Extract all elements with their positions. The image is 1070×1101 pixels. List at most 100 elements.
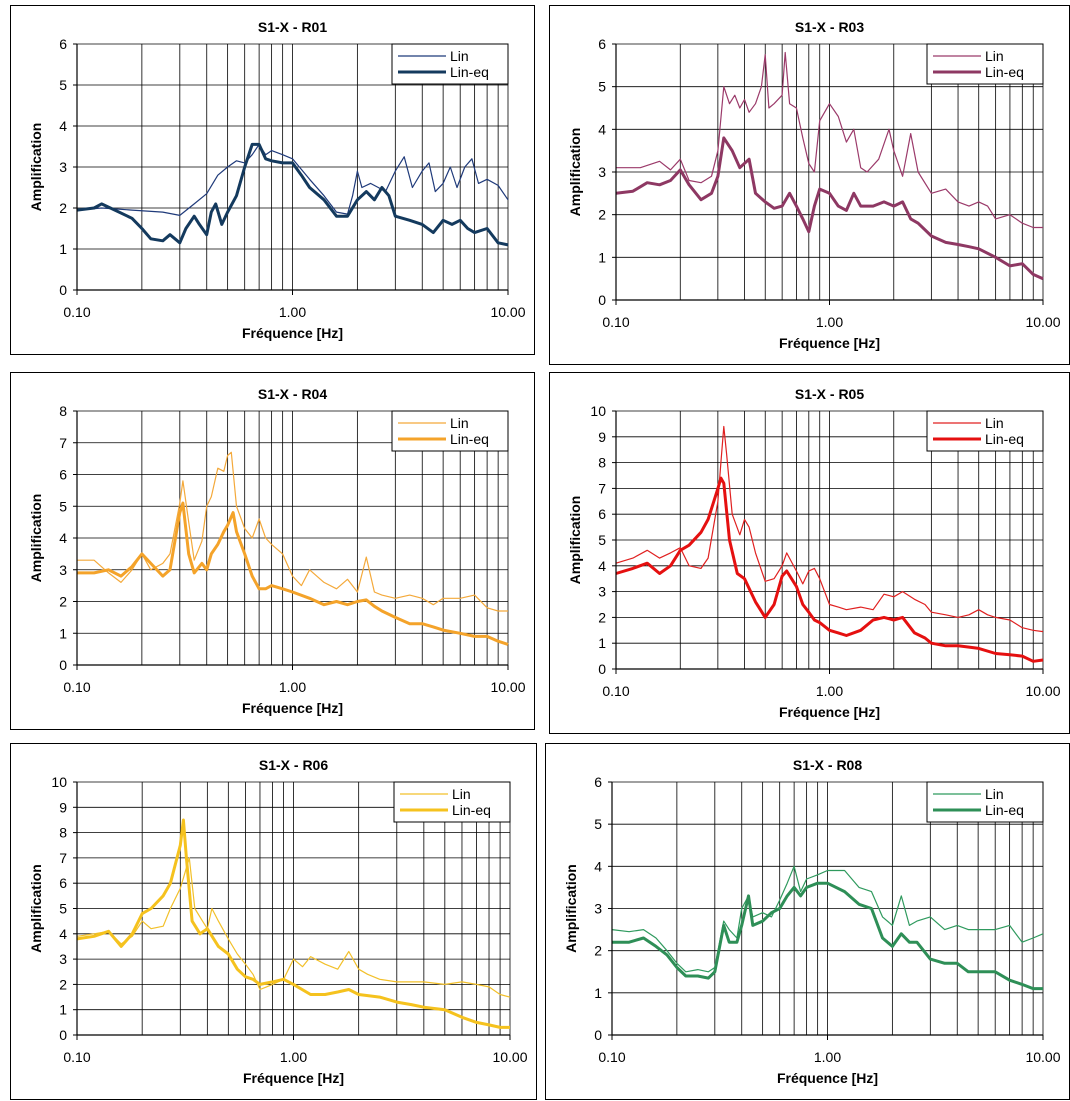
y-tick-label: 6 <box>598 506 606 522</box>
y-tick-label: 0 <box>59 657 67 673</box>
y-axis-label: Amplification <box>28 123 44 212</box>
chart-panel-r04: S1-X - R04 0 1 2 3 4 5 6 7 8 0.10 1.00 10.00 Fréquenc… <box>10 372 535 730</box>
y-tick-label: 4 <box>598 121 606 137</box>
y-tick-label: 6 <box>59 467 67 483</box>
y-tick-label: 0 <box>598 292 606 308</box>
y-tick-label: 2 <box>598 609 606 625</box>
y-tick-label: 2 <box>598 207 606 223</box>
y-tick-label: 8 <box>59 403 67 419</box>
y-tick-label: 10 <box>51 774 67 790</box>
x-tick-label: 0.10 <box>598 1049 625 1065</box>
x-tick-label: 1.00 <box>816 314 843 330</box>
legend-label: Lin-eq <box>450 431 489 447</box>
legend-label: Lin <box>985 415 1004 431</box>
y-tick-label: 4 <box>594 858 602 874</box>
y-axis-label: Amplification <box>567 128 583 217</box>
y-tick-label: 5 <box>59 77 67 93</box>
chart-panel-r01: S1-X - R01 0 1 2 3 4 5 6 0.10 1.00 10.00 Fréquence … <box>10 5 535 355</box>
series-line-lin <box>611 865 1044 973</box>
y-tick-label: 7 <box>59 435 67 451</box>
legend-label: Lin-eq <box>450 64 489 80</box>
chart-svg-r06: S1-X - R06 0 1 2 3 4 5 6 7 8 9 10 0.10 1.00 10.00 Fréqu… <box>28 757 528 1086</box>
chart-title: S1-X - R01 <box>258 19 327 35</box>
y-tick-label: 5 <box>59 498 67 514</box>
series-line-lin <box>615 425 1044 633</box>
y-tick-label: 1 <box>594 985 602 1001</box>
series-line-lin <box>76 857 511 998</box>
grid <box>76 43 509 291</box>
x-tick-label: 0.10 <box>63 304 90 320</box>
y-tick-label: 3 <box>594 901 602 917</box>
y-tick-label: 5 <box>594 816 602 832</box>
legend-label: Lin-eq <box>985 64 1024 80</box>
x-tick-label: 10.00 <box>1025 1049 1060 1065</box>
chart-panel-r03: S1-X - R03 0 1 2 3 4 5 6 0.10 1.00 10.00 Fréquence … <box>549 5 1070 365</box>
series-line-lin-eq <box>615 136 1044 281</box>
y-tick-label: 1 <box>59 625 67 641</box>
y-tick-label: 5 <box>598 79 606 95</box>
y-tick-label: 6 <box>59 875 67 891</box>
y-axis-label: Amplification <box>28 494 44 583</box>
y-axis-label: Amplification <box>563 864 579 953</box>
y-tick-label: 3 <box>59 159 67 175</box>
x-tick-label: 0.10 <box>602 683 629 699</box>
y-tick-label: 8 <box>59 825 67 841</box>
y-tick-label: 9 <box>598 429 606 445</box>
x-tick-label: 1.00 <box>280 1049 307 1065</box>
y-tick-label: 4 <box>59 530 67 546</box>
series-line-lin-eq <box>612 881 1043 991</box>
chart-title: S1-X - R06 <box>259 757 328 773</box>
series-line-lin-eq <box>76 818 510 1029</box>
series-line-lin <box>616 51 1043 229</box>
chart-svg-r01: S1-X - R01 0 1 2 3 4 5 6 0.10 1.00 10.00 Fréquence … <box>28 19 526 341</box>
y-tick-label: 0 <box>59 1027 67 1043</box>
y-tick-label: 4 <box>59 926 67 942</box>
chart-title: S1-X - R08 <box>793 757 862 773</box>
legend-label: Lin <box>450 415 469 431</box>
x-tick-label: 0.10 <box>602 314 629 330</box>
x-tick-label: 10.00 <box>490 679 525 695</box>
legend-box <box>926 781 1044 823</box>
y-tick-label: 1 <box>598 249 606 265</box>
x-axis-label: Fréquence [Hz] <box>777 1070 878 1086</box>
x-tick-label: 10.00 <box>492 1049 527 1065</box>
legend-label: Lin <box>985 786 1004 802</box>
y-tick-label: 0 <box>598 661 606 677</box>
legend-box <box>926 43 1044 85</box>
y-tick-label: 1 <box>59 241 67 257</box>
y-tick-label: 4 <box>598 558 606 574</box>
y-tick-label: 5 <box>598 532 606 548</box>
chart-panel-r08: S1-X - R08 0 1 2 3 4 5 6 0.10 1.00 10.00 Fréquence … <box>545 743 1070 1100</box>
y-tick-label: 4 <box>59 118 67 134</box>
chart-title: S1-X - R04 <box>258 386 327 402</box>
legend-box <box>391 410 509 452</box>
chart-title: S1-X - R05 <box>795 386 864 402</box>
y-tick-label: 5 <box>59 901 67 917</box>
y-tick-label: 7 <box>598 480 606 496</box>
legend-box <box>926 410 1044 452</box>
legend-label: Lin-eq <box>985 802 1024 818</box>
legend-box <box>391 43 509 85</box>
y-tick-label: 8 <box>598 455 606 471</box>
y-tick-label: 3 <box>598 164 606 180</box>
y-tick-label: 6 <box>594 774 602 790</box>
x-axis-label: Fréquence [Hz] <box>242 325 343 341</box>
y-tick-label: 1 <box>59 1002 67 1018</box>
x-axis-label: Fréquence [Hz] <box>243 1070 344 1086</box>
x-axis-label: Fréquence [Hz] <box>779 704 880 720</box>
x-axis-label: Fréquence [Hz] <box>242 700 343 716</box>
x-tick-label: 10.00 <box>490 304 525 320</box>
chart-panel-r05: S1-X - R05 0 1 2 3 4 5 6 7 8 9 10 0.10 1.00 10.00 Fréqu… <box>549 372 1070 734</box>
series-line-lin <box>77 451 508 612</box>
x-tick-label: 1.00 <box>279 304 306 320</box>
legend-label: Lin <box>985 48 1004 64</box>
legend-box <box>393 781 511 823</box>
y-tick-label: 3 <box>59 562 67 578</box>
legend-label: Lin-eq <box>452 802 491 818</box>
x-tick-label: 1.00 <box>814 1049 841 1065</box>
y-tick-label: 0 <box>594 1027 602 1043</box>
